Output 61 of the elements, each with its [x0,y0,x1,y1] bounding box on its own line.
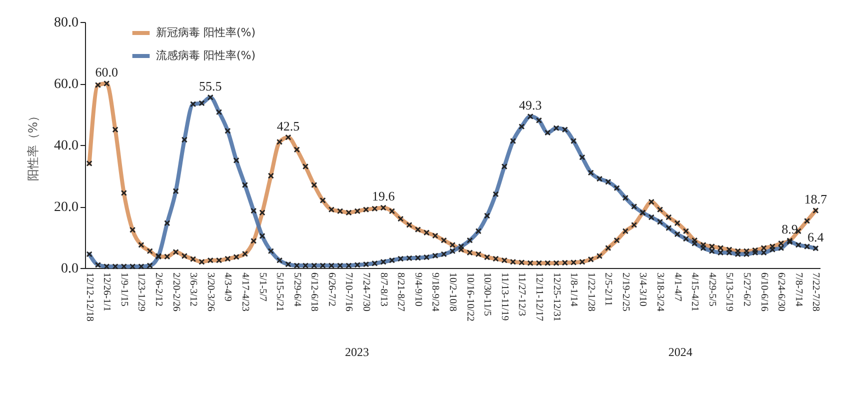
x-tick-label: 12/26-1/1 [101,272,112,312]
y-tick-label: 0.0 [61,262,78,276]
x-tick-label: 1/8-1/14 [568,272,580,306]
data-label: 55.5 [199,78,222,94]
x-tick-label: 4/1-4/7 [672,272,683,302]
x-tick-label: 2/19-2/25 [620,272,631,312]
y-tick-label: 80.0 [54,16,78,30]
data-label: 19.6 [372,188,396,204]
x-tick-label: 10/16-10/22 [464,272,476,322]
x-tick-label: 4/3-4/9 [222,272,234,302]
x-tick-label: 2/20-2/26 [170,272,182,312]
y-tick-label: 20.0 [54,200,78,215]
x-tick-label: 11/27-12/3 [516,272,528,316]
x-tick-label: 3/4-3/10 [637,272,648,306]
data-label: 60.0 [95,64,118,80]
x-tick-label: 3/18-3/24 [654,272,666,312]
y-tick-label: 40.0 [54,138,78,154]
x-tick-label: 9/4-9/10 [412,272,424,306]
x-tick-label: 8/21-8/27 [395,272,406,312]
x-tick-label: 12/11-12/17 [533,272,544,322]
x-tick-label: 4/17-4/23 [239,272,250,312]
y-tick-label: 60.0 [54,77,78,92]
legend-label: 流感病毒 阳性率(%) [156,49,256,62]
data-label: 18.7 [804,191,828,206]
x-tick-label: 6/24-6/30 [776,272,787,312]
x-tick-label: 5/15-5/21 [274,272,286,312]
x-tick-label: 5/27-6/2 [741,272,752,306]
x-tick-label: 6/10-6/16 [758,272,770,312]
x-tick-label: 5/1-5/7 [256,272,268,302]
x-tick-label: 3/20-3/26 [204,272,216,312]
x-tick-label: 1/9-1/15 [118,272,130,306]
x-tick-label: 7/8-7/14 [792,272,804,306]
data-label: 8.9 [782,222,798,237]
x-tick-label: 6/26-7/2 [326,272,337,306]
data-label: 6.4 [808,229,824,244]
x-tick-label: 9/18-9/24 [430,272,441,312]
x-tick-label: 2/5-2/11 [602,272,614,306]
x-tick-label: 1/23-1/29 [136,272,147,312]
y-axis-title: 阳性率（%） [26,110,40,182]
x-tick-label: 4/29-5/5 [706,272,718,306]
text: 2024 [668,345,692,359]
x-tick-label: 12/25-12/31 [550,272,562,322]
x-tick-label: 5/29-6/4 [291,272,302,306]
x-tick-label: 5/13-5/19 [724,272,735,312]
x-tick-label: 7/22-7/28 [810,272,822,312]
data-label: 42.5 [276,118,300,134]
x-tick-label: 10/2-10/8 [447,272,458,312]
x-tick-label: 11/13-11/19 [498,272,510,321]
x-tick-label: 7/24-7/30 [360,272,372,312]
text: 2023 [344,345,369,359]
x-tick-label: 3/6-3/12 [188,272,199,306]
x-tick-label: 10/30-11/5 [482,272,493,316]
x-tick-label: 1/22-1/28 [585,272,596,312]
x-tick-label: 8/7-8/13 [378,272,389,306]
x-tick-label: 12/12-12/18 [84,272,95,322]
x-tick-label: 4/15-4/21 [689,272,700,312]
x-tick-label: 6/12-6/18 [308,272,320,312]
data-label: 49.3 [518,97,542,112]
legend-label: 新冠病毒 阳性率(%) [156,26,256,39]
x-tick-label: 2/6-2/12 [153,272,164,306]
x-tick-label: 7/10-7/16 [343,272,354,312]
